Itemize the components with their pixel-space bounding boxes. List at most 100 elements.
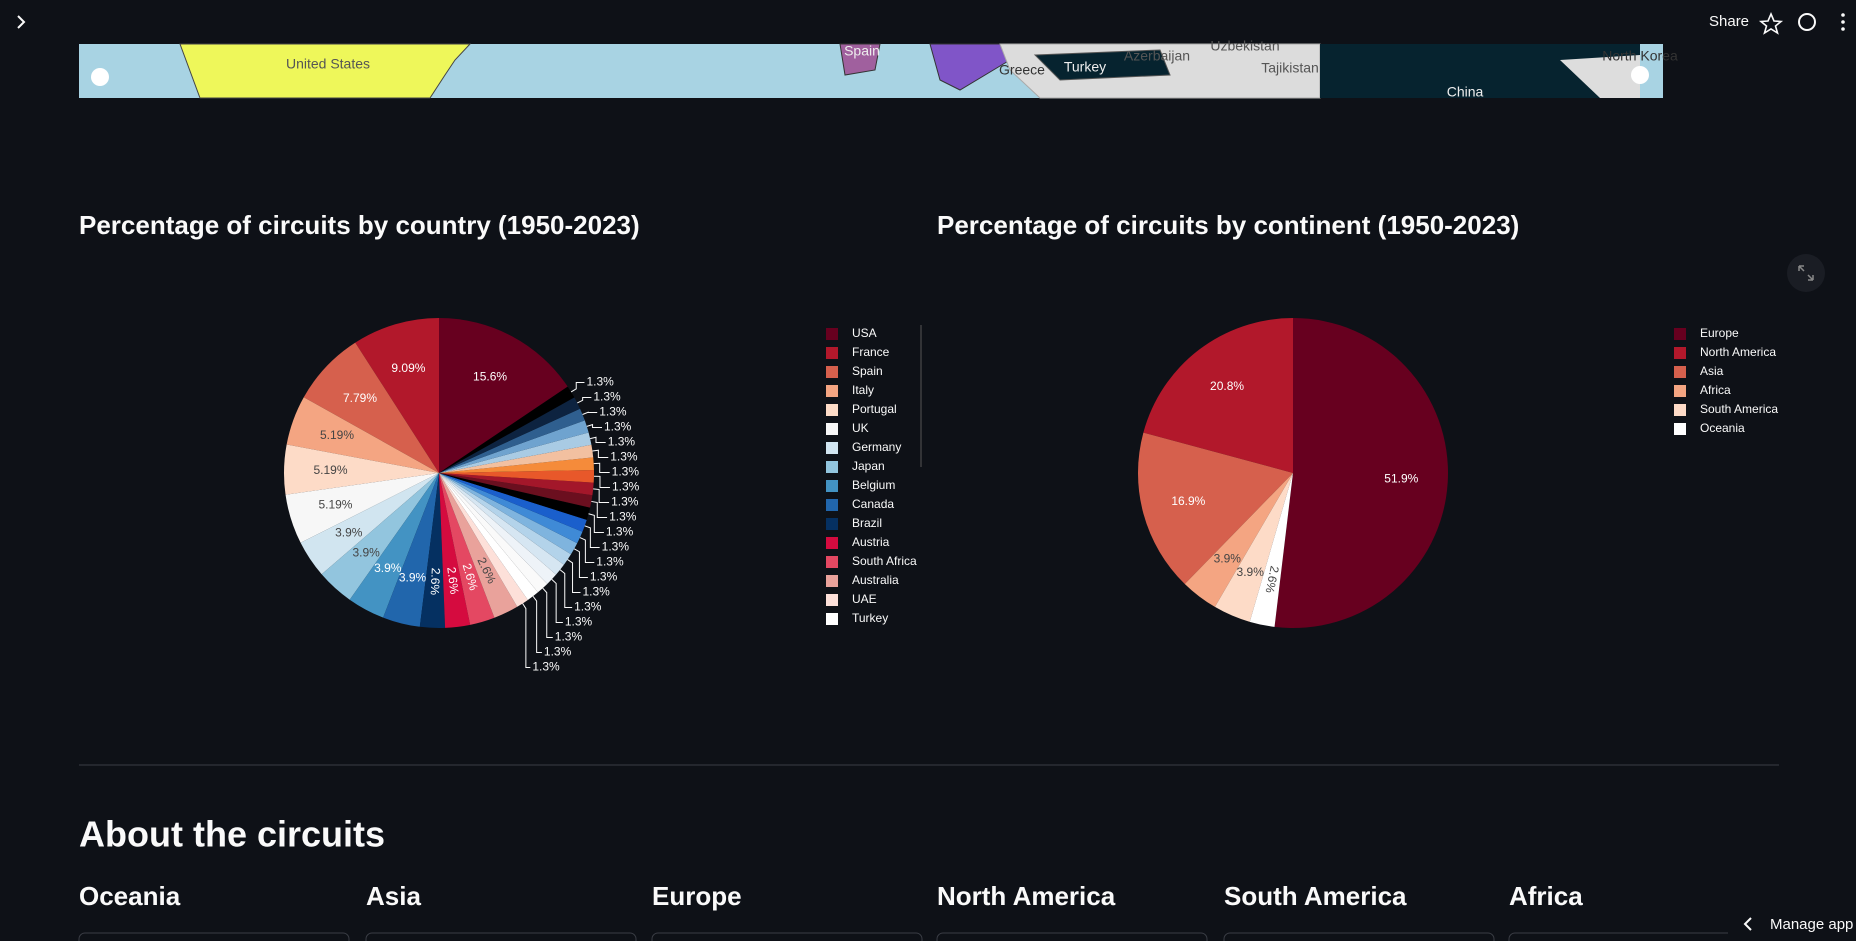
pie-slice [439,457,594,473]
legend-label: Spain [852,364,883,378]
star-icon[interactable] [1758,11,1784,35]
legend-label: North America [1700,345,1776,359]
pie-slice [439,473,564,575]
pie-slice [439,318,568,473]
pie-slice [349,473,439,618]
leader-line [582,411,598,415]
slice-label: 1.3% [574,600,602,614]
slice-label: 20.8% [1210,379,1244,393]
pie-slice [1137,432,1293,584]
chart-title: Percentage of circuits by country (1950-… [79,210,640,240]
slice-label: 1.3% [610,450,638,464]
map-label: China [1447,84,1484,100]
leader-line [591,500,608,519]
map-label: Azerbaijan [1124,48,1190,64]
pie-slice [439,473,518,618]
legend-swatch [826,480,838,492]
menu-icon[interactable] [1841,13,1845,31]
legend-swatch [826,537,838,549]
leader-line [590,436,606,444]
pie-slice [1184,473,1293,607]
pie-slice [383,473,439,627]
pie-slice [1143,318,1293,473]
slice-label: 7.79% [343,391,377,405]
pie-slice [439,473,593,508]
pie-slice [300,473,439,575]
legend-label: Turkey [852,611,888,625]
pie-slice [439,408,585,473]
slice-label: 3.9% [399,570,427,584]
pie-slice [1249,473,1293,627]
slice-label: 1.3% [599,405,627,419]
slice-label: 1.3% [608,435,636,449]
slice-label: 16.9% [1171,494,1205,508]
map-info[interactable] [1631,66,1649,84]
chart-title: Percentage of circuits by continent (195… [937,210,1519,240]
legend-label: France [852,345,890,359]
legend-swatch [826,499,838,511]
share-button[interactable]: Share [1709,13,1749,30]
continent-card [78,932,350,941]
map-search[interactable] [91,68,109,86]
legend-swatch [826,461,838,473]
continent-headings: Oceania Asia Europe North America South Amer… [78,881,1780,941]
map-label: North Korea [1602,48,1678,64]
legend-swatch [826,613,838,625]
manage-app-button[interactable]: Manage app [1728,908,1856,941]
legend-label: South Africa [852,554,917,568]
legend-label: Japan [852,459,885,473]
legend-label: South America [1700,402,1778,416]
pie-slice [439,473,583,544]
legend-swatch [826,328,838,340]
slice-label: 1.3% [565,615,593,629]
legend-label: Oceania [1700,421,1745,435]
legend-label: Africa [1700,383,1731,397]
legend-swatch [826,347,838,359]
pie-slice [439,473,571,565]
slice-label: 9.09% [391,361,425,375]
leader-line [532,595,542,654]
legend-label: Germany [852,440,901,454]
slice-label: 1.3% [612,480,640,494]
leader-line [588,513,604,534]
map-label: Spain [844,43,880,59]
pie-slice [439,473,538,600]
pie-slice [439,397,581,473]
leader-line [567,559,581,594]
slice-label: 1.3% [611,495,639,509]
slice-label: 15.6% [473,369,507,383]
section-title: About the circuits [79,814,385,855]
legend-swatch [826,442,838,454]
legend-swatch [826,594,838,606]
map-label: Greece [999,62,1045,78]
fullscreen-button[interactable] [1787,254,1825,292]
continent-card [936,932,1208,941]
slice-label: 5.19% [318,498,352,512]
legend-swatch [826,366,838,378]
legend-label: Europe [1700,326,1739,340]
leader-line [593,462,610,474]
continent-heading: Europe [652,881,742,911]
manage-app-label[interactable]: Manage app [1770,916,1853,933]
slice-label: 1.3% [532,660,560,674]
legend-swatch [826,423,838,435]
leader-line [593,475,610,489]
legend-label: Austria [852,535,890,549]
pie-slice [419,473,446,628]
leader-line [593,488,610,504]
sidebar-toggle[interactable] [17,15,26,29]
legend-swatch [826,575,838,587]
slice-label: 3.9% [374,561,402,575]
leader-line [577,397,592,404]
pie-slice [303,342,439,473]
charts: 15.6%9.09%7.79%5.19%5.19%5.19%3.9%3.9%3.… [284,318,1778,674]
slice-label: 1.3% [612,465,640,479]
slice-label: 1.3% [586,375,614,389]
github-icon[interactable] [1798,13,1816,31]
slice-label: 1.3% [604,420,632,434]
slice-label: 1.3% [555,630,583,644]
legend-label: Italy [852,383,874,397]
legend-label: USA [852,326,877,340]
map-label: Uzbekistan [1210,38,1279,54]
